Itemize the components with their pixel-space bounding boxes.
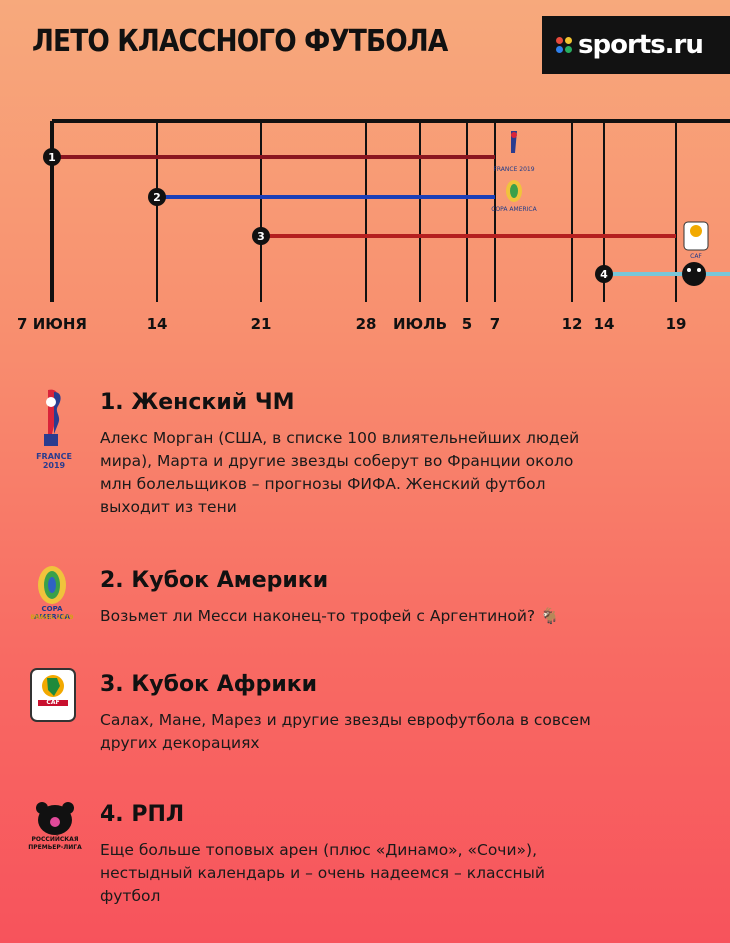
brand-dot [565,37,572,44]
brand-dots-icon [556,37,572,53]
timeline-bar-marker [43,148,61,166]
event-womens-world-cup: 1. Женский ЧМ Алекс Морган (США, в списк… [100,390,600,519]
rpl-logo: РОССИЙСКАЯ ПРЕМЬЕР-ЛИГА [26,800,84,860]
page-title: ЛЕТО КЛАССНОГО ФУТБОЛА [32,24,448,59]
france-2019-logo-marker-text: FRANCE 2019 [493,166,534,173]
france-2019-logo: FRANCE 2019 [26,386,82,470]
france-2019-logo-marker [511,131,517,153]
timeline-tick-label: 21 [251,315,272,333]
timeline-tick-label: 14 [147,315,168,333]
copa-america-logo-text: COPA AMERICA [34,605,70,621]
timeline-tick-label: ИЮЛЬ [393,315,447,333]
timeline-tick-label: 12 [562,315,583,333]
event-description: Еще больше топовых арен (плюс «Динамо», … [100,841,545,905]
brand-dot [556,37,563,44]
event-title: 3. Кубок Африки [100,672,318,697]
caf-logo-text: CAF [46,699,60,706]
event-rpl: 4. РПЛ Еще больше топовых арен (плюс «Ди… [100,802,600,908]
caf-logo: CAF [30,668,76,722]
timeline-bar-number: 4 [600,268,608,281]
event-copa-america: 2. Кубок Америки Возьмет ли Месси наконе… [100,568,660,628]
timeline-bar-number: 1 [48,151,56,164]
event-description: Салах, Мане, Марез и другие звезды евроф… [100,711,591,752]
brand-dot [565,46,572,53]
timeline-bar-marker [252,227,270,245]
timeline-chart: 1 FRANCE 2019 2 COPA AMERICA 3 CAF 4 7 ИЮНЯ 14 2… [17,119,730,333]
timeline-tick-label: 5 [462,315,472,333]
caf-logo-marker [683,221,709,251]
timeline-tick-label: 19 [666,315,687,333]
copa-america-logo-subtext: BRASIL 2019 [30,614,74,621]
timeline-bar-number: 2 [153,191,161,204]
timeline-tick-label: 28 [356,315,377,333]
timeline-bar-number: 3 [257,230,265,243]
timeline-bar-marker [595,265,613,283]
copa-america-logo: COPA AMERICA BRASIL 2019 [24,563,80,625]
timeline-tick-label: 7 [490,315,500,333]
event-description: Возьмет ли Месси наконец-то трофей с Арг… [100,607,560,625]
copa-america-logo-marker [506,180,522,202]
brand-name: sports.ru [578,30,704,60]
rpl-logo-marker [682,262,706,286]
event-title: 2. Кубок Америки [100,568,329,593]
timeline-tick-label: 14 [594,315,615,333]
event-description: Алекс Морган (США, в списке 100 влиятель… [100,429,580,516]
caf-logo-marker-text: CAF [690,253,702,260]
event-africa-cup: 3. Кубок Африки Салах, Мане, Марез и дру… [100,672,600,755]
timeline-bar-marker [148,188,166,206]
france-2019-logo-text: FRANCE 2019 [36,452,72,470]
timeline-tick-label: 7 ИЮНЯ [17,315,87,333]
event-title: 1. Женский ЧМ [100,390,295,415]
sports-ru-logo[interactable]: sports.ru [542,16,730,74]
event-title: 4. РПЛ [100,802,185,827]
copa-america-logo-marker-text: COPA AMERICA [491,206,537,213]
brand-dot [556,46,563,53]
rpl-logo-text: РОССИЙСКАЯ ПРЕМЬЕР-ЛИГА [28,836,82,851]
